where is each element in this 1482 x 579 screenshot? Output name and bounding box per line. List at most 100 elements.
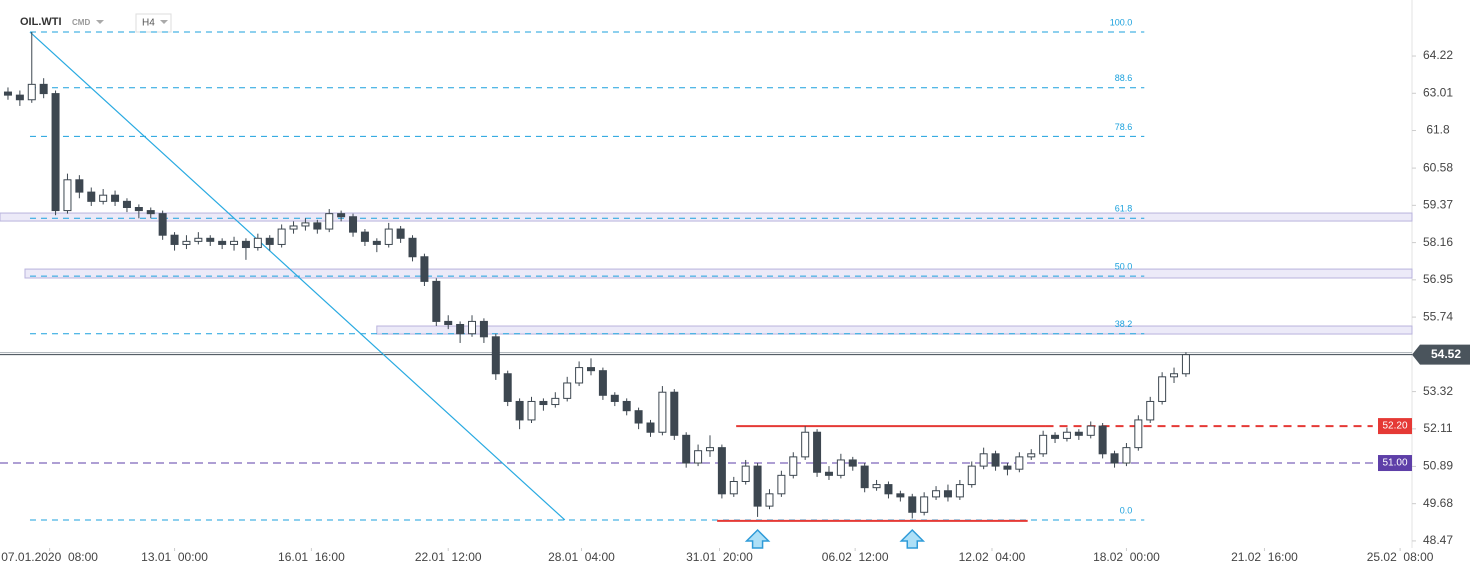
candle-body (622, 400, 631, 412)
candle-body (325, 213, 334, 230)
candle-body (313, 222, 322, 230)
current-price-label: 54.52 (1431, 347, 1461, 361)
candle-body (384, 228, 393, 245)
candle-body (539, 400, 548, 406)
candle-body (337, 213, 346, 218)
candle-body (1134, 419, 1143, 449)
candle-body (872, 484, 881, 489)
x-tick-label: 22.01 12:00 (415, 550, 482, 564)
candle-body (1098, 425, 1107, 455)
candle-body (694, 450, 703, 464)
candle-body (1146, 400, 1155, 421)
candle-body (920, 496, 929, 513)
x-tick-label: 18.02 00:00 (1093, 550, 1160, 564)
fib-label: 38.2 (1115, 319, 1133, 329)
candle-body (1181, 354, 1190, 375)
candle-body (682, 434, 691, 464)
arrow-marker (744, 528, 771, 549)
trend-line (29, 31, 566, 521)
candle-body (182, 240, 191, 245)
candle-body (705, 447, 714, 452)
candle-body (896, 493, 905, 498)
y-tick-label: 53.32 (1423, 384, 1453, 398)
candle-body (848, 459, 857, 467)
candle-body (729, 481, 738, 495)
candle-body (420, 256, 429, 282)
candle-body (801, 431, 810, 458)
symbol[interactable]: OIL.WTI (20, 16, 62, 28)
y-tick-label: 63.01 (1423, 85, 1453, 99)
candle-body (349, 216, 358, 233)
candle-body (111, 194, 120, 202)
x-tick-label: 25.02 08:00 (1367, 550, 1434, 564)
candle-body (15, 94, 24, 101)
level-tag (1378, 455, 1412, 472)
candle-body (479, 320, 488, 338)
candle-body (63, 179, 72, 212)
candle-body (991, 453, 1000, 467)
candle-body (396, 228, 405, 239)
candle-body (1062, 431, 1071, 439)
candle-body (1086, 425, 1095, 436)
candle-body (75, 179, 84, 193)
candle-body (575, 367, 584, 384)
interval[interactable]: H4 (142, 18, 155, 29)
candle-body (563, 382, 572, 399)
x-tick-label: 13.01 00:00 (141, 550, 208, 564)
y-tick-label: 48.47 (1423, 533, 1453, 547)
candle-body (967, 465, 976, 486)
y-tick-label: 50.89 (1423, 459, 1453, 473)
candle-body (170, 234, 179, 245)
candle-body (1027, 453, 1036, 458)
candle-body (456, 323, 465, 335)
candle-body (527, 400, 536, 421)
candle-body (646, 422, 655, 433)
candle-body (241, 240, 250, 249)
y-tick-label: 55.74 (1423, 309, 1453, 323)
candle-body (39, 83, 48, 95)
candle-body (1015, 456, 1024, 470)
dropdown-icon[interactable] (96, 20, 104, 24)
x-tick-label: 31.01 20:00 (686, 550, 753, 564)
y-tick-label: 52.11 (1423, 421, 1452, 435)
market[interactable]: CMD (72, 18, 90, 27)
candle-body (789, 456, 798, 476)
candle-body (432, 280, 441, 322)
candle-body (372, 240, 381, 245)
candle-body (218, 240, 227, 245)
candle-body (503, 373, 512, 402)
y-tick-label: 60.58 (1423, 160, 1453, 174)
candle-body (932, 490, 941, 498)
candle-body (658, 391, 667, 433)
candle-body (444, 320, 453, 325)
candle-body (1170, 373, 1179, 378)
candle-body (515, 400, 524, 421)
x-tick-label: 12.02 04:00 (959, 550, 1026, 564)
y-tick-label: 59.37 (1423, 198, 1453, 212)
candle-body (360, 231, 369, 242)
candle-body (158, 213, 167, 236)
dropdown-icon[interactable] (160, 20, 168, 24)
candle-body (253, 237, 262, 249)
candle-body (777, 474, 786, 495)
x-tick-label: 21.02 16:00 (1231, 550, 1298, 564)
candle-body (1110, 453, 1119, 464)
fib-label: 61.8 (1115, 204, 1133, 214)
candle-body (99, 194, 108, 202)
fib-label: 100.0 (1110, 17, 1133, 27)
fib-label: 50.0 (1115, 262, 1133, 272)
candle-body (610, 394, 619, 402)
candle-body (408, 237, 417, 258)
y-tick-label: 56.95 (1423, 272, 1453, 286)
candle-body (884, 484, 893, 495)
candle-body (836, 459, 845, 476)
candle-body (301, 222, 310, 227)
x-tick-label: 06.02 12:00 (822, 550, 889, 564)
candle-body (717, 447, 726, 495)
fib-label: 78.6 (1115, 122, 1133, 132)
candle-body (289, 225, 298, 230)
y-tick-label: 58.16 (1423, 235, 1453, 249)
candle-body (1074, 431, 1083, 436)
